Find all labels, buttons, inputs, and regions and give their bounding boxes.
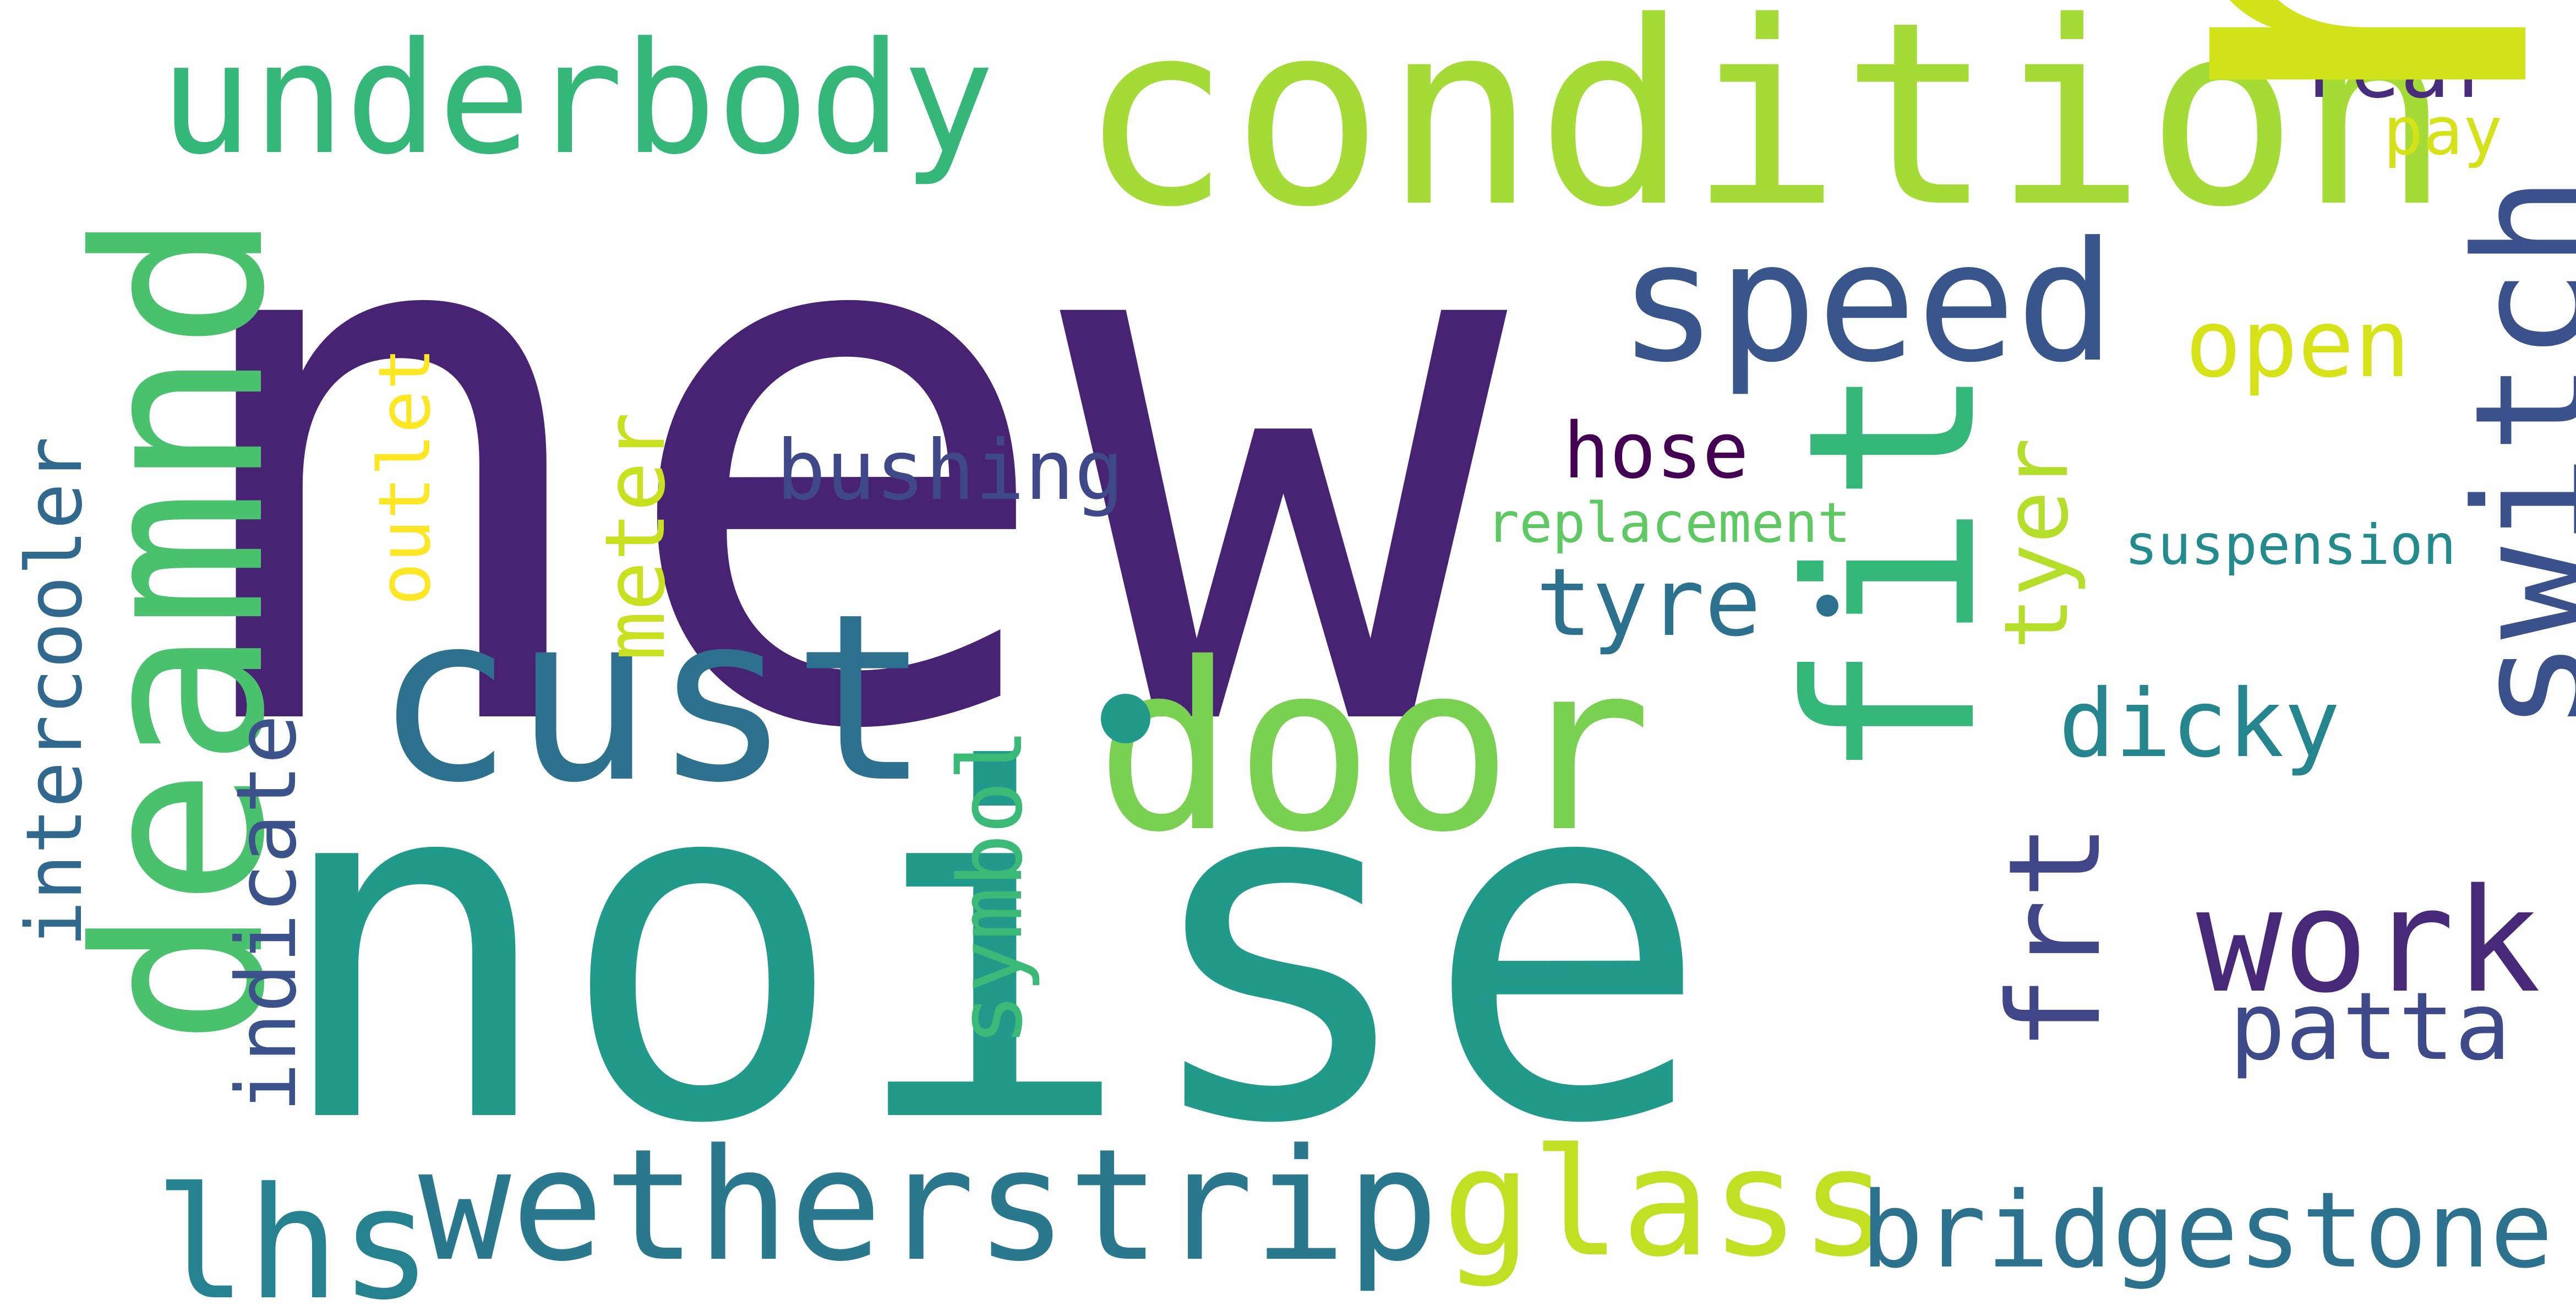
word-hose: hose	[1563, 406, 1749, 496]
word-switch: switch	[2442, 175, 2576, 732]
word-meter: meter	[588, 412, 684, 661]
word-door: door	[1095, 614, 1652, 883]
word-condition: condition	[1079, 0, 2451, 263]
word-speed: speed	[1618, 206, 2116, 399]
word-new: new	[165, 27, 1508, 892]
word-outlet: outlet	[363, 347, 446, 606]
word-bridgestone: bridgestone	[1860, 1170, 2553, 1291]
word-work: work	[2196, 858, 2541, 1025]
word-symbol: symbol	[939, 728, 1042, 1046]
word-rear: rear	[2301, 21, 2500, 117]
word-suspension: suspension	[2125, 513, 2457, 577]
word-frt: frt	[1982, 823, 2129, 1052]
word-lhs: lhs	[154, 1155, 433, 1305]
word-bushing: bushing	[776, 423, 1125, 519]
word-dicky: dicky	[2059, 670, 2340, 779]
word-tyer: tyer	[1985, 437, 2088, 650]
word-replacement: replacement	[1486, 491, 1851, 555]
word-pay: pay	[2383, 94, 2503, 170]
word-tyre: tyre	[1536, 548, 1761, 657]
word-glass: glass	[1442, 1116, 1890, 1290]
word-underbody: underbody	[160, 9, 995, 189]
dot-mark	[1101, 694, 1150, 743]
word-run: run	[1989, 0, 2576, 182]
word-cust: cust	[374, 564, 931, 834]
word-wetherstrip: wetherstrip	[418, 1116, 1439, 1296]
word-intercooler: intercooler	[10, 436, 100, 947]
word-open: open	[2185, 290, 2411, 399]
dot-mark	[1816, 595, 1838, 617]
word-fit: fit	[1759, 364, 2028, 782]
word-noise: noise	[270, 671, 1711, 1228]
word-patta: patta	[2229, 972, 2511, 1081]
word-indicate: indicate	[219, 714, 315, 1112]
